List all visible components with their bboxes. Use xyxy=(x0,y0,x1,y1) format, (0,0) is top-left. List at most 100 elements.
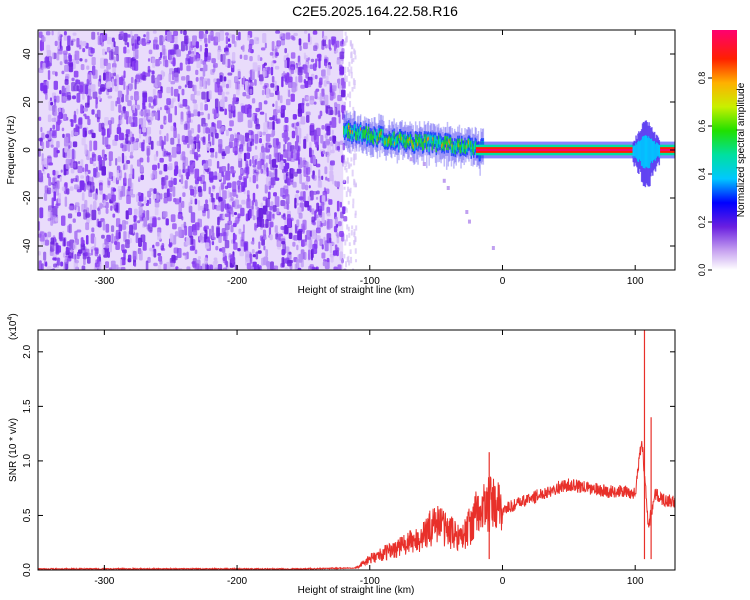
heatmap-cell xyxy=(200,111,204,116)
heatmap-band-inner xyxy=(408,137,411,147)
heatmap-band-peak xyxy=(424,139,426,143)
heatmap-band-inner xyxy=(383,137,386,147)
heatmap-cell xyxy=(145,202,150,207)
heatmap-cell xyxy=(40,126,43,133)
heatmap-cell xyxy=(162,55,167,67)
heatmap-cell xyxy=(205,30,209,35)
heatmap-cell xyxy=(265,219,269,228)
heatmap-cell xyxy=(99,84,105,92)
heatmap-cell xyxy=(160,124,164,130)
heatmap-cell xyxy=(87,72,92,83)
heatmap-cell xyxy=(179,62,183,71)
heatmap-cell xyxy=(61,70,65,75)
heatmap-feature-core xyxy=(632,146,635,157)
heatmap-cell xyxy=(81,237,84,246)
heatmap-cell xyxy=(75,175,79,183)
heatmap-cell xyxy=(176,247,182,259)
heatmap-cell xyxy=(304,80,309,88)
heatmap-cell xyxy=(352,58,355,63)
heatmap-cell xyxy=(298,253,303,263)
heatmap-cell xyxy=(50,144,54,148)
heatmap-cell xyxy=(38,137,43,142)
heatmap-cell xyxy=(157,232,162,241)
heatmap-cell xyxy=(115,218,121,228)
heatmap-cell xyxy=(211,132,214,138)
heatmap-cell xyxy=(81,93,85,100)
heatmap-cell xyxy=(239,54,243,59)
heatmap-cell xyxy=(108,151,113,162)
heatmap-band-inner xyxy=(450,144,453,154)
heatmap-cell xyxy=(161,242,165,249)
heatmap-speck xyxy=(409,157,413,162)
heatmap-cell xyxy=(290,52,296,59)
heatmap-band-inner xyxy=(352,130,355,140)
heatmap-cell xyxy=(233,137,238,148)
heatmap-cell xyxy=(51,268,56,270)
heatmap-cell xyxy=(287,269,291,270)
heatmap-cell xyxy=(254,159,258,165)
heatmap-cell xyxy=(217,172,222,180)
heatmap-cell xyxy=(297,207,302,215)
heatmap-cell xyxy=(41,141,45,150)
heatmap-cell xyxy=(286,218,292,228)
heatmap-cell xyxy=(239,148,243,154)
heatmap-cell xyxy=(104,136,109,147)
heatmap-cell xyxy=(326,257,330,263)
heatmap-cell xyxy=(224,108,227,116)
heatmap-cell xyxy=(157,109,161,121)
spectrogram-x-tick-label: 0 xyxy=(500,276,506,287)
heatmap-cell xyxy=(123,252,126,261)
heatmap-cell xyxy=(133,215,138,219)
heatmap-cell xyxy=(242,224,245,234)
heatmap-cell xyxy=(292,36,296,41)
heatmap-cell xyxy=(339,68,345,76)
heatmap-cell xyxy=(68,52,71,60)
heatmap-cell xyxy=(73,259,79,270)
heatmap-cell xyxy=(119,114,124,125)
heatmap-cell xyxy=(283,74,288,79)
heatmap-cell xyxy=(59,176,62,182)
heatmap-cell xyxy=(192,161,196,167)
heatmap-cell xyxy=(235,81,239,90)
heatmap-cell xyxy=(283,131,289,142)
heatmap-cell xyxy=(267,66,271,75)
heatmap-cell xyxy=(227,190,230,199)
heatmap-band-peak xyxy=(468,140,470,145)
heatmap-band-peak xyxy=(384,140,387,145)
heatmap-cell xyxy=(59,89,62,95)
heatmap-cell xyxy=(262,131,266,136)
heatmap-cell xyxy=(263,62,267,66)
heatmap-cell xyxy=(255,172,259,182)
heatmap-cell xyxy=(230,254,234,264)
heatmap-cell xyxy=(303,138,307,149)
heatmap-cell xyxy=(221,247,226,253)
heatmap-cell xyxy=(133,208,138,216)
heatmap-band-inner xyxy=(467,139,469,149)
heatmap-cell xyxy=(222,267,228,270)
heatmap-cell xyxy=(57,40,60,50)
heatmap-cell xyxy=(38,67,44,73)
heatmap-cell xyxy=(263,122,268,134)
heatmap-cell xyxy=(201,176,205,181)
heatmap-cell xyxy=(169,185,173,193)
heatmap-cell xyxy=(68,62,74,73)
heatmap-cell xyxy=(350,256,353,264)
heatmap-cell xyxy=(336,59,341,65)
heatmap-cell xyxy=(132,112,135,120)
heatmap-cell xyxy=(323,258,327,262)
heatmap-cell xyxy=(139,250,143,261)
heatmap-cell xyxy=(231,52,236,62)
heatmap-cell xyxy=(306,114,310,123)
heatmap-cell xyxy=(325,176,328,181)
heatmap-cell xyxy=(178,169,182,178)
heatmap-cell xyxy=(98,95,101,101)
spectrogram-x-tick-label: -100 xyxy=(360,276,380,287)
heatmap-cell xyxy=(241,105,246,114)
heatmap-cell xyxy=(323,80,327,87)
heatmap-speck xyxy=(467,219,471,224)
heatmap-cell xyxy=(221,165,227,172)
heatmap-cell xyxy=(61,127,65,132)
heatmap-cell xyxy=(348,61,351,67)
heatmap-cell xyxy=(350,52,353,59)
heatmap-cell xyxy=(177,267,183,270)
